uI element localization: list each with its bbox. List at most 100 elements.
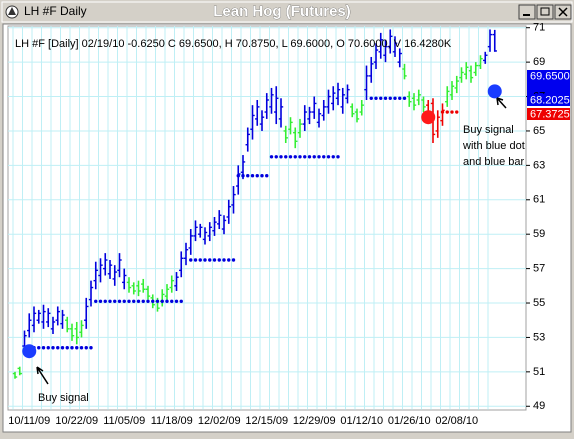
stop-dot	[122, 299, 126, 304]
price-tag	[527, 108, 570, 120]
stop-dot	[293, 155, 297, 159]
annotation: Buy signal	[463, 124, 514, 136]
arrow	[496, 97, 507, 109]
stop-dot	[141, 299, 145, 304]
stop-dot	[269, 155, 274, 159]
stop-dot	[274, 155, 278, 159]
stop-dot	[331, 155, 335, 159]
stop-dot	[393, 96, 397, 100]
y-tick-label: 57	[533, 263, 545, 275]
stop-dot	[127, 299, 131, 304]
stop-dot	[212, 258, 217, 262]
stop-dot	[217, 258, 221, 262]
stop-dot	[236, 173, 240, 178]
stop-dot	[222, 258, 226, 262]
stop-dot	[160, 299, 164, 304]
grid	[8, 26, 526, 410]
stop-dot	[265, 173, 269, 178]
stop-dot	[146, 299, 150, 304]
stop-dot	[369, 96, 373, 100]
annotation: and blue bar	[463, 156, 524, 168]
stop-dot	[398, 96, 402, 100]
y-tick-label: 51	[533, 366, 545, 378]
annotation: with blue dot	[462, 140, 525, 152]
stop-dot	[388, 96, 392, 100]
y-tick-label: 53	[533, 331, 545, 343]
hidden-price-tag	[527, 82, 570, 94]
y-tick-label: 63	[533, 159, 545, 171]
price-tag-label: 67.3725	[530, 108, 570, 120]
y-tick-label: 59	[533, 228, 545, 240]
signal-dot	[421, 110, 436, 125]
price-tag-label: 69.6500	[530, 70, 570, 82]
x-tick-label: 10/22/09	[55, 415, 98, 427]
stop-dot	[279, 155, 283, 159]
stop-dot	[307, 155, 312, 159]
stop-dot	[98, 299, 103, 304]
stop-dot	[189, 258, 193, 262]
stop-dot	[250, 173, 255, 178]
signal-dot	[487, 84, 502, 99]
stop-dot	[241, 173, 245, 178]
stop-dot	[445, 110, 449, 114]
minimize-button[interactable]	[518, 4, 536, 20]
stop-dot	[46, 346, 50, 350]
stop-dot	[326, 155, 331, 159]
price-tag	[527, 94, 570, 106]
stop-dot	[136, 299, 141, 304]
window-buttons[interactable]	[518, 4, 572, 20]
annotation: Buy signal	[38, 392, 89, 404]
stop-dot	[402, 96, 407, 100]
y-tick-label: 49	[533, 400, 545, 412]
stop-dot	[65, 346, 69, 350]
stop-dot	[198, 258, 202, 262]
stop-dot	[89, 346, 93, 350]
x-tick-label: 12/02/09	[198, 415, 241, 427]
x-tick-label: 02/08/10	[435, 415, 478, 427]
stop-dot	[70, 346, 74, 350]
stop-dot	[379, 96, 383, 100]
y-tick-label: 61	[533, 194, 545, 206]
maximize-button[interactable]	[536, 4, 554, 20]
y-tick-label: 71	[533, 22, 545, 34]
stop-dot	[108, 299, 112, 304]
stop-dot	[298, 155, 302, 159]
x-tick-label: 01/26/10	[388, 415, 431, 427]
stop-dot	[246, 173, 250, 178]
stop-dot	[284, 155, 288, 159]
stop-dot	[303, 155, 307, 159]
x-tick-label: 11/05/09	[103, 415, 145, 427]
stop-dot	[79, 346, 84, 350]
stop-dot	[132, 299, 136, 304]
x-tick-label: 10/11/09	[8, 415, 50, 427]
stop-dot	[117, 299, 122, 304]
stop-dot	[440, 110, 445, 114]
chart-title: Lean Hog (Futures)	[213, 3, 351, 20]
stop-dot	[103, 299, 107, 304]
stop-dot	[317, 155, 321, 159]
stop-dot	[165, 299, 169, 304]
stop-dot	[174, 299, 179, 304]
stop-dot	[41, 346, 46, 350]
stop-dot	[374, 96, 378, 100]
arrow	[36, 366, 49, 385]
y-tick-label: 55	[533, 297, 545, 309]
stop-dot	[255, 173, 259, 178]
y-tick-label: 65	[533, 125, 545, 137]
stop-dot	[151, 299, 155, 304]
stop-dot	[336, 155, 340, 159]
stop-dot	[155, 299, 160, 304]
window-title: LH #F Daily	[24, 4, 87, 18]
price-tag	[527, 70, 570, 82]
stop-dot	[75, 346, 79, 350]
stop-dot	[383, 96, 388, 100]
stop-dot	[227, 258, 231, 262]
stop-dot	[231, 258, 236, 262]
price-tag-label: 68.2025	[530, 94, 570, 106]
stop-dot	[208, 258, 212, 262]
x-tick-label: 12/29/09	[293, 415, 336, 427]
marks	[12, 29, 502, 379]
stop-dot	[51, 346, 55, 350]
